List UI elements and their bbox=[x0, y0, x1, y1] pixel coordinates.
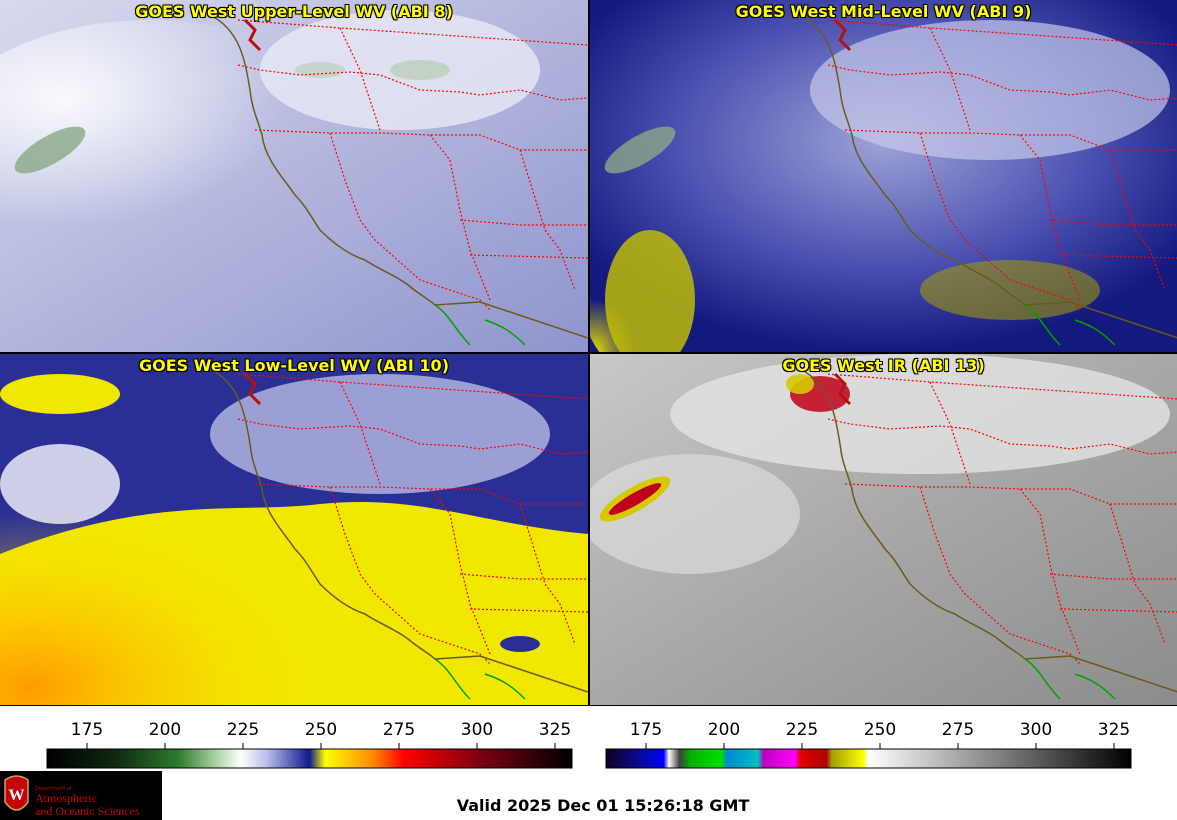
tick-label: 300 bbox=[461, 720, 493, 740]
state-border bbox=[827, 373, 1177, 400]
international-border bbox=[434, 301, 588, 339]
infrared-colorbar: 175 200 225 250 275 300 325 bbox=[599, 712, 1139, 770]
state-border bbox=[519, 149, 576, 291]
water-vapor-colorbar: 175 200 225 250 275 300 325 bbox=[40, 712, 580, 770]
coastline bbox=[799, 14, 1026, 306]
state-border bbox=[237, 418, 588, 455]
state-border bbox=[339, 381, 381, 485]
svg-text:W: W bbox=[9, 787, 25, 804]
upper-level-wv-panel: GOES West Upper-Level WV (ABI 8) bbox=[0, 0, 588, 352]
coastline bbox=[799, 368, 1026, 660]
logo-name-line2: and Oceanic Sciences bbox=[35, 804, 140, 818]
map-overlay bbox=[209, 14, 588, 346]
tick-label: 325 bbox=[539, 720, 571, 740]
state-border bbox=[329, 132, 491, 311]
map-overlay bbox=[799, 14, 1177, 346]
tick-label: 200 bbox=[149, 720, 181, 740]
state-border bbox=[1109, 149, 1166, 291]
panel-bottom-border bbox=[0, 705, 1177, 706]
international-border bbox=[1024, 301, 1177, 339]
panel-title: GOES West Low-Level WV (ABI 10) bbox=[138, 356, 449, 375]
tick-label: 225 bbox=[227, 720, 259, 740]
mid-level-wv-panel: GOES West Mid-Level WV (ABI 9) bbox=[590, 0, 1177, 352]
puget-sound bbox=[243, 372, 262, 406]
valid-time-label: Valid 2025 Dec 01 15:26:18 GMT bbox=[456, 796, 750, 815]
panel-title: GOES West Mid-Level WV (ABI 9) bbox=[735, 2, 1032, 21]
state-border bbox=[459, 573, 588, 580]
map-overlay bbox=[799, 368, 1177, 700]
puget-sound bbox=[833, 18, 852, 52]
mexico-coastline bbox=[1024, 658, 1116, 700]
map-overlay bbox=[209, 368, 588, 700]
state-border bbox=[519, 503, 576, 645]
state-border bbox=[919, 132, 1081, 311]
tick-label: 250 bbox=[864, 720, 896, 740]
state-border bbox=[459, 219, 588, 226]
state-border bbox=[929, 27, 971, 131]
panel-title: GOES West Upper-Level WV (ABI 8) bbox=[135, 2, 453, 21]
state-border bbox=[237, 373, 588, 400]
panel-divider-horizontal bbox=[0, 352, 1177, 354]
international-border bbox=[1024, 655, 1177, 693]
logo-name-line1: Atmospheric bbox=[35, 791, 97, 805]
state-border bbox=[827, 19, 1177, 46]
colorbar-ticks bbox=[645, 743, 1115, 749]
mexico-coastline bbox=[1024, 304, 1116, 346]
state-border bbox=[237, 64, 588, 101]
state-border bbox=[919, 486, 1081, 665]
infrared-image bbox=[590, 354, 1177, 705]
state-border bbox=[237, 19, 588, 46]
mexico-coastline bbox=[434, 304, 526, 346]
state-border bbox=[329, 486, 491, 665]
mid-level-wv-image bbox=[590, 0, 1177, 352]
coastline bbox=[209, 14, 436, 306]
panel-title: GOES West IR (ABI 13) bbox=[782, 356, 985, 375]
low-level-wv-panel: GOES West Low-Level WV (ABI 10) bbox=[0, 354, 588, 705]
tick-label: 175 bbox=[630, 720, 662, 740]
state-border bbox=[827, 418, 1177, 455]
state-border bbox=[1049, 219, 1177, 226]
tick-label: 300 bbox=[1020, 720, 1052, 740]
tick-label: 175 bbox=[71, 720, 103, 740]
state-border bbox=[339, 27, 381, 131]
aos-logo[interactable]: W Department of Atmospheric and Oceanic … bbox=[0, 771, 162, 820]
low-level-wv-image bbox=[0, 354, 588, 705]
puget-sound bbox=[243, 18, 262, 52]
state-border bbox=[929, 381, 971, 485]
international-border bbox=[434, 655, 588, 693]
coastline bbox=[209, 368, 436, 660]
upper-level-wv-image bbox=[0, 0, 588, 352]
tick-label: 250 bbox=[305, 720, 337, 740]
state-border bbox=[1049, 573, 1177, 580]
tick-label: 325 bbox=[1098, 720, 1130, 740]
mexico-coastline bbox=[434, 658, 526, 700]
state-border bbox=[1109, 503, 1166, 645]
infrared-panel: GOES West IR (ABI 13) bbox=[590, 354, 1177, 705]
colorbar-ticks bbox=[86, 743, 556, 749]
tick-label: 225 bbox=[786, 720, 818, 740]
tick-label: 275 bbox=[942, 720, 974, 740]
state-border bbox=[827, 64, 1177, 101]
tick-label: 200 bbox=[708, 720, 740, 740]
puget-sound bbox=[833, 372, 852, 406]
tick-label: 275 bbox=[383, 720, 415, 740]
logo-department-text: Department of bbox=[35, 786, 72, 792]
university-seal-icon: W bbox=[4, 775, 29, 811]
